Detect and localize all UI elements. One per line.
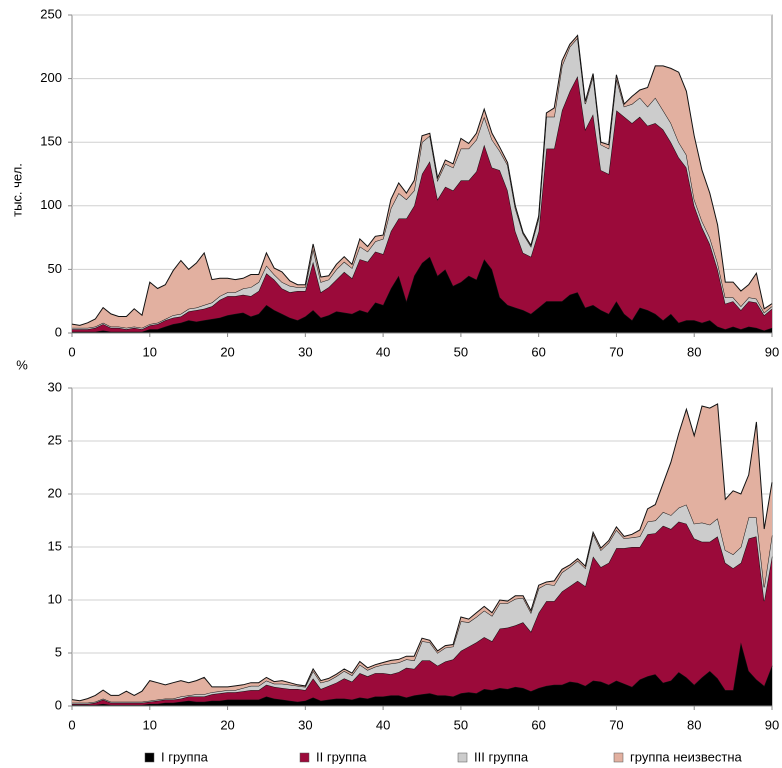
x-tick-label: 0 xyxy=(68,717,75,732)
area-edge xyxy=(71,403,773,702)
y-tick-label: 50 xyxy=(48,261,62,276)
area xyxy=(72,521,772,705)
y-tick-label: 0 xyxy=(55,697,62,712)
y-tick-label: 250 xyxy=(40,6,62,21)
x-tick-label: 40 xyxy=(376,717,390,732)
x-tick-label: 80 xyxy=(687,344,701,359)
legend-item: III группа xyxy=(457,749,529,764)
x-tick-label: 70 xyxy=(609,344,623,359)
x-tick-label: 60 xyxy=(531,344,545,359)
legend-label: I группа xyxy=(161,749,209,764)
area xyxy=(72,256,772,333)
y-tick-label: 200 xyxy=(40,70,62,85)
area xyxy=(72,642,772,706)
x-tick-label: 30 xyxy=(298,717,312,732)
x-tick-label: 10 xyxy=(143,717,157,732)
y-tick-label: 25 xyxy=(48,432,62,447)
legend-swatch xyxy=(144,752,155,763)
x-tick-label: 40 xyxy=(376,344,390,359)
x-tick-label: 90 xyxy=(765,344,779,359)
legend-label: группа неизвестна xyxy=(630,749,743,764)
y-tick-label: 0 xyxy=(55,324,62,339)
legend-item: I группа xyxy=(144,749,209,764)
y-tick-label: 150 xyxy=(40,134,62,149)
legend-item: II группа xyxy=(299,749,367,764)
area xyxy=(72,403,772,703)
y-tick-label: 30 xyxy=(48,379,62,394)
x-tick-label: 70 xyxy=(609,717,623,732)
legend-label: II группа xyxy=(316,749,367,764)
y-axis-label: тыс. чел. xyxy=(9,163,24,217)
legend-swatch xyxy=(457,752,468,763)
x-tick-label: 20 xyxy=(220,717,234,732)
y-tick-label: 10 xyxy=(48,591,62,606)
x-tick-label: 90 xyxy=(765,717,779,732)
x-tick-label: 20 xyxy=(220,344,234,359)
x-tick-label: 50 xyxy=(454,344,468,359)
legend-swatch xyxy=(613,752,624,763)
y-axis-label: % xyxy=(16,357,28,372)
y-tick-label: 5 xyxy=(55,644,62,659)
x-tick-label: 80 xyxy=(687,717,701,732)
y-tick-label: 100 xyxy=(40,197,62,212)
x-tick-label: 60 xyxy=(531,717,545,732)
legend-item: группа неизвестна xyxy=(613,749,743,764)
y-tick-label: 20 xyxy=(48,485,62,500)
x-tick-label: 0 xyxy=(68,344,75,359)
x-tick-label: 10 xyxy=(143,344,157,359)
legend-swatch xyxy=(299,752,310,763)
x-tick-label: 50 xyxy=(454,717,468,732)
y-tick-label: 15 xyxy=(48,538,62,553)
legend-label: III группа xyxy=(474,749,529,764)
area-edge xyxy=(71,34,773,326)
x-tick-label: 30 xyxy=(298,344,312,359)
area xyxy=(72,76,772,332)
area xyxy=(72,504,772,704)
